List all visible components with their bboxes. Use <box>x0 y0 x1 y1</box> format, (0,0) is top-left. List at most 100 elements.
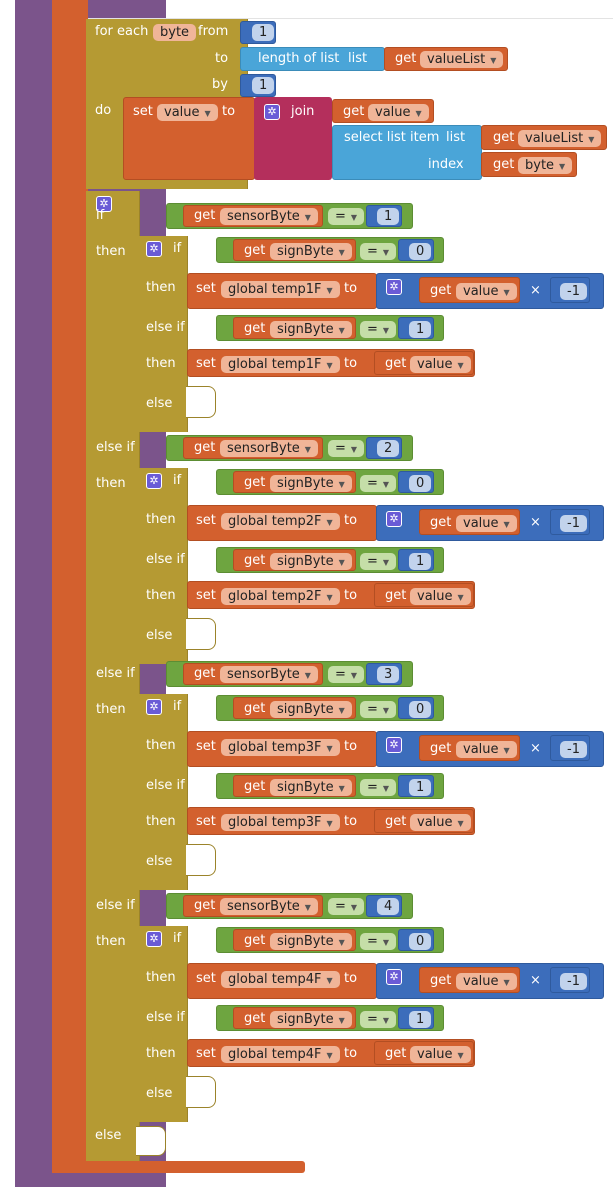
inner-if-block[interactable] <box>136 236 188 432</box>
gear-icon[interactable]: ✲ <box>264 104 280 120</box>
variable-block[interactable] <box>52 0 88 1173</box>
sign-one[interactable]: 1 <box>409 779 432 796</box>
sign-var[interactable]: signByte ▼ <box>270 243 352 260</box>
dropdown-caret-icon: ▼ <box>338 706 345 715</box>
sign-zero[interactable]: 0 <box>409 243 432 260</box>
gear-icon[interactable]: ✲ <box>386 279 402 295</box>
neg-one-value[interactable]: -1 <box>560 283 587 300</box>
global-var[interactable]: global temp4F ▼ <box>221 971 340 988</box>
gear-icon[interactable]: ✲ <box>146 699 162 715</box>
value-var[interactable]: value ▼ <box>410 588 471 605</box>
valuelist-var[interactable]: valueList ▼ <box>420 51 504 68</box>
sensor-value[interactable]: 2 <box>377 440 400 457</box>
length-of-list-block[interactable] <box>240 47 385 71</box>
sensor-var[interactable]: sensorByte ▼ <box>220 440 318 457</box>
dropdown-caret-icon: ▼ <box>204 109 211 118</box>
inner-if-block[interactable] <box>136 468 188 664</box>
global-var[interactable]: global temp4F ▼ <box>221 1046 340 1063</box>
inner-if-label: if <box>173 699 182 714</box>
value-var[interactable]: value ▼ <box>410 1046 471 1063</box>
sign-zero[interactable]: 0 <box>409 933 432 950</box>
sensor-value[interactable]: 3 <box>377 666 400 683</box>
sign-var[interactable]: signByte ▼ <box>270 1011 352 1028</box>
value-var[interactable]: value ▼ <box>410 814 471 831</box>
sensor-var[interactable]: sensorByte ▼ <box>220 208 318 225</box>
global-var[interactable]: global temp3F ▼ <box>221 739 340 756</box>
dropdown-caret-icon: ▼ <box>559 162 566 171</box>
sign-zero[interactable]: 0 <box>409 475 432 492</box>
dropdown-caret-icon: ▼ <box>326 286 333 295</box>
sign-one[interactable]: 1 <box>409 1011 432 1028</box>
dropdown-caret-icon: ▼ <box>326 361 333 370</box>
get-label: get <box>244 321 266 336</box>
operator-dropdown[interactable]: = ▼ <box>328 898 365 915</box>
sign-zero[interactable]: 0 <box>409 701 432 718</box>
sign-var[interactable]: signByte ▼ <box>270 553 352 570</box>
global-var[interactable]: global temp3F ▼ <box>221 814 340 831</box>
gear-icon[interactable]: ✲ <box>386 969 402 985</box>
sign-var[interactable]: signByte ▼ <box>270 701 352 718</box>
neg-one-value[interactable]: -1 <box>560 741 587 758</box>
dropdown-caret-icon: ▼ <box>457 1051 464 1060</box>
gear-icon[interactable]: ✲ <box>146 241 162 257</box>
sensor-var[interactable]: sensorByte ▼ <box>220 898 318 915</box>
value-var[interactable]: value ▼ <box>456 741 517 758</box>
sign-var[interactable]: signByte ▼ <box>270 779 352 796</box>
from-value[interactable]: 1 <box>252 24 275 41</box>
valuelist-var[interactable]: valueList ▼ <box>518 130 602 147</box>
dropdown-caret-icon: ▼ <box>350 903 358 912</box>
neg-one-value[interactable]: -1 <box>560 973 587 990</box>
dropdown-caret-icon: ▼ <box>382 480 390 489</box>
operator-dropdown[interactable]: = ▼ <box>328 666 365 683</box>
dropdown-caret-icon: ▼ <box>503 978 510 987</box>
operator-dropdown[interactable]: = ▼ <box>360 701 397 718</box>
value-var[interactable]: value ▼ <box>456 515 517 532</box>
gear-icon[interactable]: ✲ <box>96 196 112 212</box>
value-var[interactable]: value ▼ <box>456 973 517 990</box>
set-var[interactable]: value ▼ <box>157 104 218 121</box>
inner-if-block[interactable] <box>136 926 188 1122</box>
neg-one-value[interactable]: -1 <box>560 515 587 532</box>
value-var[interactable]: value ▼ <box>456 283 517 300</box>
global-var[interactable]: global temp1F ▼ <box>221 281 340 298</box>
inner-if-block[interactable] <box>136 694 188 890</box>
sensor-var[interactable]: sensorByte ▼ <box>220 666 318 683</box>
gear-icon[interactable]: ✲ <box>146 931 162 947</box>
else-statement-slot <box>136 1126 166 1156</box>
sign-one[interactable]: 1 <box>409 553 432 570</box>
global-var[interactable]: global temp2F ▼ <box>221 588 340 605</box>
operator-dropdown[interactable]: = ▼ <box>328 208 365 225</box>
operator-dropdown[interactable]: = ▼ <box>360 553 397 570</box>
operator-dropdown[interactable]: = ▼ <box>360 475 397 492</box>
value-var[interactable]: value ▼ <box>410 356 471 373</box>
sign-var[interactable]: signByte ▼ <box>270 933 352 950</box>
gear-icon[interactable]: ✲ <box>386 511 402 527</box>
gear-icon[interactable]: ✲ <box>146 473 162 489</box>
dropdown-caret-icon: ▼ <box>503 288 510 297</box>
dropdown-caret-icon: ▼ <box>350 445 358 454</box>
operator-dropdown[interactable]: = ▼ <box>360 243 397 260</box>
by-value[interactable]: 1 <box>252 77 275 94</box>
sign-var[interactable]: signByte ▼ <box>270 475 352 492</box>
dropdown-caret-icon: ▼ <box>304 903 311 912</box>
operator-dropdown[interactable]: = ▼ <box>360 321 397 338</box>
sensor-value[interactable]: 1 <box>377 208 400 225</box>
global-var[interactable]: global temp1F ▼ <box>221 356 340 373</box>
select-list-item-block[interactable] <box>332 125 482 180</box>
dropdown-caret-icon: ▼ <box>326 1051 333 1060</box>
loop-variable[interactable]: byte <box>153 24 197 41</box>
operator-dropdown[interactable]: = ▼ <box>360 1011 397 1028</box>
operator-dropdown[interactable]: = ▼ <box>360 933 397 950</box>
gear-icon[interactable]: ✲ <box>386 737 402 753</box>
global-var[interactable]: global temp2F ▼ <box>221 513 340 530</box>
operator-dropdown[interactable]: = ▼ <box>360 779 397 796</box>
sensor-value[interactable]: 4 <box>377 898 400 915</box>
sign-var[interactable]: signByte ▼ <box>270 321 352 338</box>
operator-dropdown[interactable]: = ▼ <box>328 440 365 457</box>
if-sensor-block[interactable] <box>86 191 140 1161</box>
sign-one[interactable]: 1 <box>409 321 432 338</box>
value-var[interactable]: value ▼ <box>368 104 429 121</box>
inner-then-label: then <box>146 1046 176 1061</box>
byte-var[interactable]: byte ▼ <box>518 157 573 174</box>
dropdown-caret-icon: ▼ <box>503 746 510 755</box>
